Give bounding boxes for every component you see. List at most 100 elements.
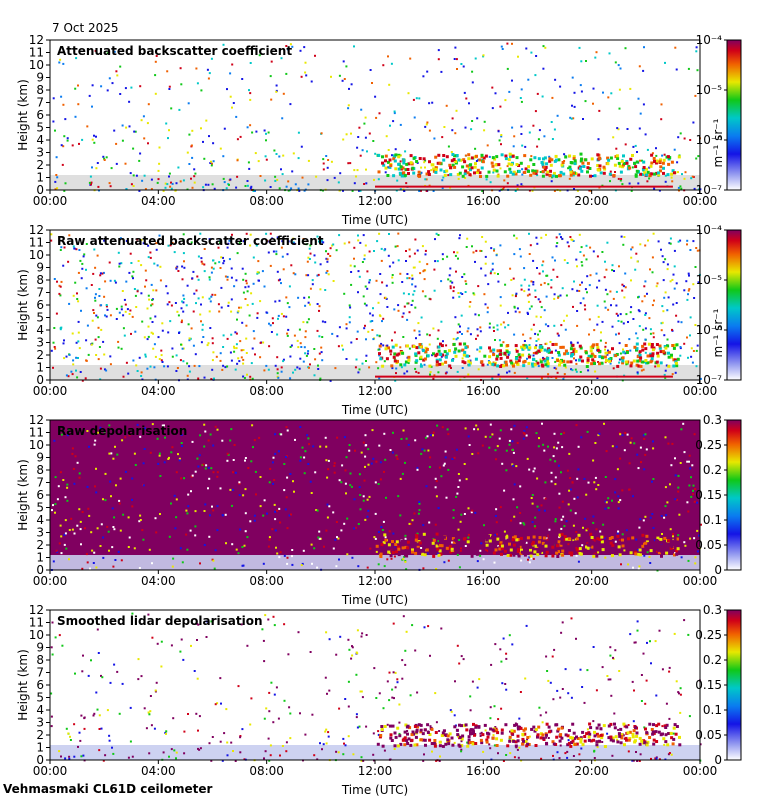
speckle [131, 498, 133, 501]
speckle [453, 251, 455, 254]
speckle [636, 372, 639, 375]
cloud-cell [638, 359, 642, 363]
cloud-cell [653, 160, 656, 163]
speckle [692, 484, 695, 487]
speckle [392, 671, 395, 674]
cloud-cell [415, 346, 419, 350]
speckle [67, 428, 70, 431]
speckle [494, 515, 497, 517]
speckle [157, 169, 160, 172]
cloud-cell [639, 364, 643, 368]
speckle [562, 515, 565, 518]
speckle [240, 349, 243, 352]
speckle [305, 354, 308, 357]
x-tick-label: 04:00 [141, 574, 176, 588]
cloud-cell [439, 342, 442, 346]
speckle [358, 486, 361, 489]
speckle [557, 295, 560, 298]
speckle [294, 368, 297, 371]
cloud-cell [441, 362, 444, 366]
cloud-cell [491, 736, 495, 740]
speckle [210, 164, 213, 167]
speckle [374, 152, 377, 155]
cloud-cell [659, 540, 663, 544]
cloud-cell [511, 154, 515, 158]
speckle [282, 154, 285, 157]
speckle [368, 132, 371, 135]
cloud-cell [560, 538, 564, 542]
cloud-cell [642, 166, 646, 169]
cloud-cell [419, 723, 423, 727]
cloud-cell [409, 161, 413, 165]
speckle [513, 234, 516, 237]
speckle [671, 278, 674, 281]
speckle [545, 233, 547, 236]
speckle [638, 526, 641, 529]
speckle [469, 359, 472, 362]
speckle [360, 451, 363, 454]
speckle [158, 358, 161, 360]
speckle [551, 256, 554, 259]
speckle [508, 370, 511, 373]
cloud-cell [549, 163, 553, 167]
speckle [285, 185, 288, 188]
speckle [654, 640, 657, 643]
speckle [390, 557, 393, 560]
speckle [365, 634, 368, 636]
speckle [337, 345, 340, 348]
speckle [249, 233, 252, 236]
speckle [348, 648, 351, 651]
speckle [690, 476, 692, 479]
speckle [641, 159, 643, 162]
speckle [232, 750, 234, 752]
speckle [436, 337, 439, 340]
speckle [484, 303, 487, 306]
speckle [242, 362, 245, 365]
speckle [366, 270, 369, 273]
speckle [597, 434, 600, 437]
speckle [607, 349, 609, 352]
speckle [435, 480, 438, 483]
cloud-cell [478, 171, 482, 175]
cloud-cell [384, 159, 387, 163]
speckle [464, 291, 467, 293]
speckle [307, 350, 310, 353]
speckle [335, 750, 338, 753]
speckle [280, 433, 283, 436]
speckle [675, 680, 678, 683]
speckle [619, 499, 622, 502]
cloud-cell [467, 363, 471, 367]
speckle [549, 458, 552, 461]
cloud-cell [411, 550, 414, 554]
speckle [167, 137, 169, 140]
speckle [88, 94, 91, 97]
cloud-cell [503, 351, 507, 355]
cloud-cell [421, 732, 425, 736]
cloud-cell [485, 543, 489, 547]
cloud-cell [478, 158, 482, 162]
speckle [551, 655, 554, 658]
cloud-cell [405, 550, 409, 554]
speckle [342, 737, 345, 740]
speckle [554, 520, 557, 523]
speckle [570, 368, 573, 371]
speckle [429, 371, 432, 374]
cloud-cell [533, 346, 537, 350]
speckle [405, 630, 408, 633]
cloud-cell [564, 733, 568, 737]
speckle [474, 260, 476, 263]
speckle [513, 483, 516, 486]
cloud-cell [615, 353, 619, 356]
cloud-cell [589, 726, 593, 730]
cloud-cell [406, 732, 409, 736]
cloud-cell [663, 548, 667, 552]
speckle [621, 434, 624, 437]
speckle [309, 252, 312, 255]
speckle [475, 424, 478, 427]
speckle [620, 178, 623, 180]
speckle [380, 342, 383, 345]
speckle [316, 758, 319, 761]
speckle [385, 135, 388, 138]
speckle [456, 492, 459, 495]
speckle [438, 760, 441, 762]
